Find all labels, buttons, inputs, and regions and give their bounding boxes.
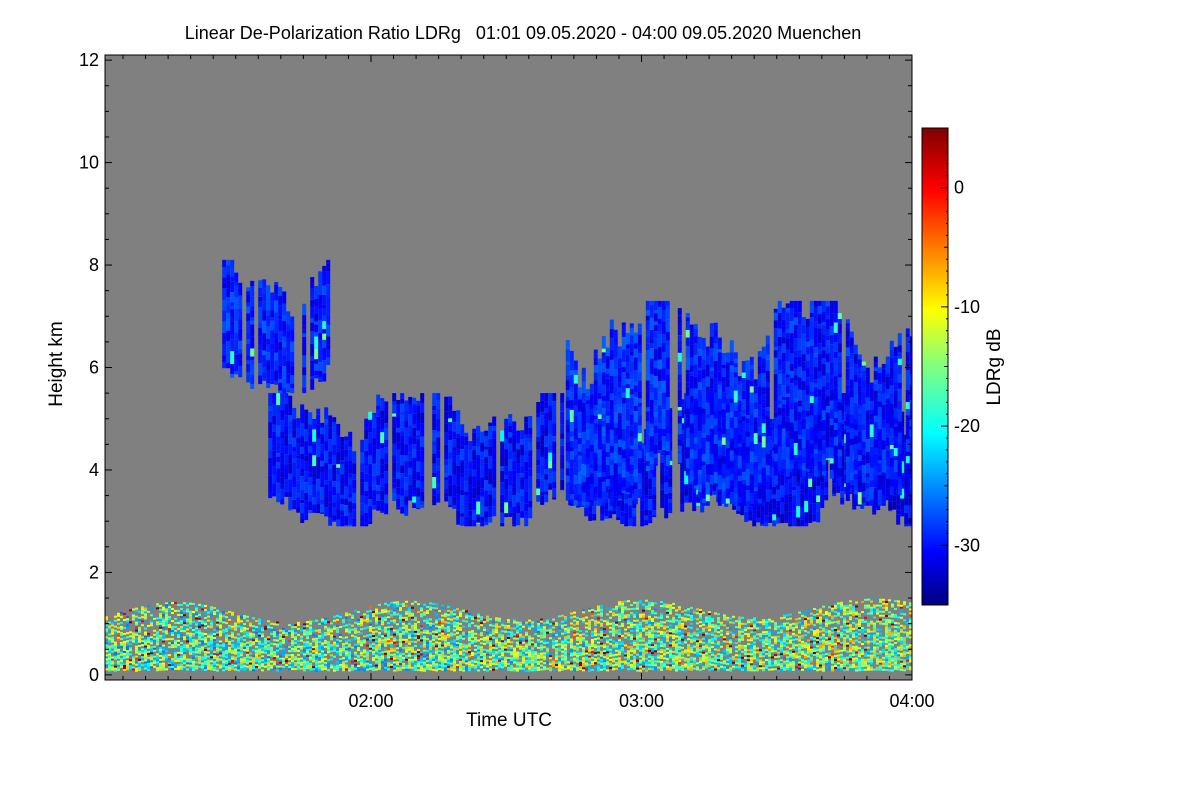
boundary-layer-aerosol — [105, 598, 912, 672]
cloud-tops-right — [565, 300, 912, 506]
y-tick-label: 10 — [79, 153, 99, 173]
x-tick-label: 04:00 — [889, 691, 934, 711]
x-tick-label: 02:00 — [348, 691, 393, 711]
y-tick-label: 12 — [79, 50, 99, 70]
cloud-patch-upper-left — [222, 259, 331, 394]
x-axis: 02:00 03:00 04:00 — [122, 55, 935, 711]
colorbar-tick-label: 0 — [954, 178, 964, 198]
y-axis-label: Height km — [46, 321, 67, 407]
y-axis: 0 2 4 6 8 10 12 — [79, 50, 912, 685]
y-tick-label: 6 — [89, 358, 99, 378]
colorbar-ticks: 0 -10 -20 -30 — [941, 127, 980, 606]
y-tick-label: 8 — [89, 255, 99, 275]
colorbar — [921, 127, 949, 606]
colorbar-label: LDRg dB — [984, 328, 1005, 405]
x-tick-label: 03:00 — [619, 691, 664, 711]
colorbar-tick-label: -20 — [954, 416, 980, 436]
colorbar-tick-label: -10 — [954, 297, 980, 317]
y-tick-label: 2 — [89, 562, 99, 582]
chart-title: Linear De-Polarization Ratio LDRg 01:01 … — [185, 23, 861, 43]
colorbar-tick-label: -30 — [954, 535, 980, 555]
x-axis-label: Time UTC — [466, 710, 552, 731]
heatmap-data — [105, 259, 912, 672]
y-tick-label: 4 — [89, 460, 99, 480]
y-tick-label: 0 — [89, 665, 99, 685]
